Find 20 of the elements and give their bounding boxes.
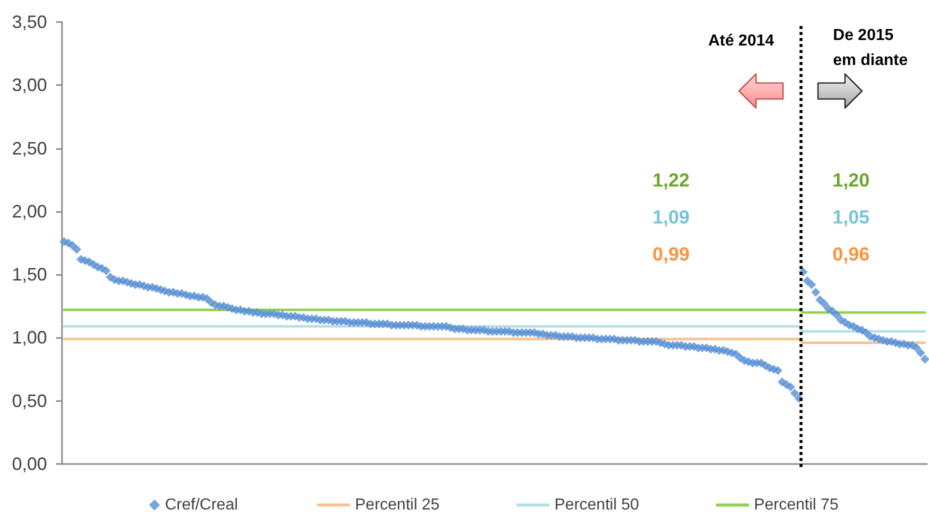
annotation: 1,22 [652,170,690,192]
y-tick-label: 1,00 [12,328,47,348]
annotation: De 2015 em diante [833,27,908,69]
y-tick-label: 3,50 [12,12,47,32]
y-tick-label: 0,50 [12,390,47,411]
legend-label: Percentil 50 [554,496,640,512]
annotation: Até 2014 [708,32,774,50]
legend-label: Percentil 75 [754,496,839,512]
annotation: 0,99 [652,244,690,266]
y-tick-label: 2,00 [12,201,47,222]
annotation: 1,05 [832,208,870,228]
y-tick-label: 0,00 [12,454,47,474]
annotation: 1,20 [832,170,870,192]
annotation: 1,09 [652,208,690,228]
y-tick-label: 3,00 [12,75,47,96]
legend-label: Cref/Creal [165,496,238,512]
annotation: 0,96 [832,244,870,266]
y-tick-label: 1,50 [12,264,47,285]
y-tick-label: 2,50 [12,138,47,158]
legend-label: Percentil 25 [355,496,440,512]
